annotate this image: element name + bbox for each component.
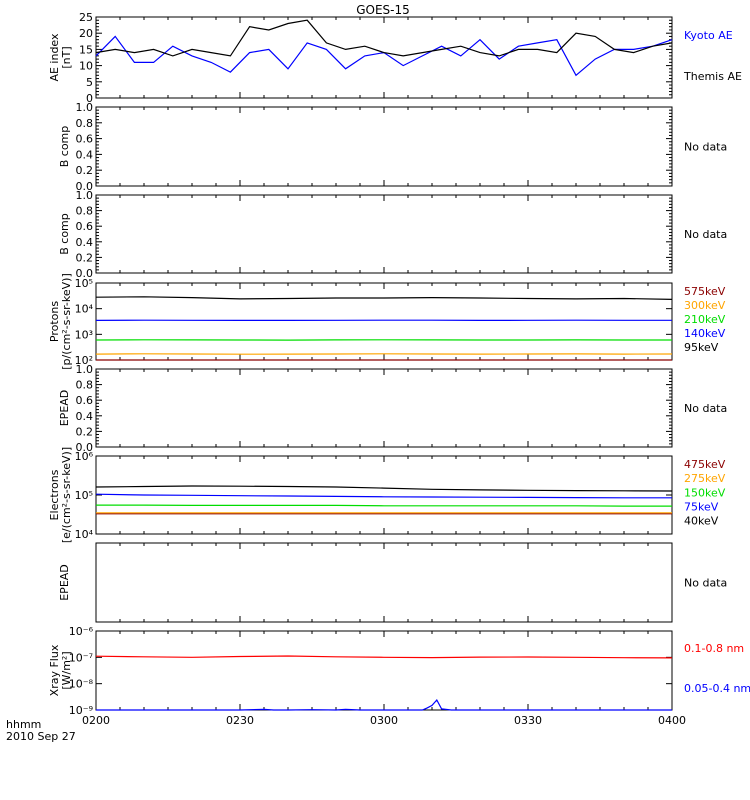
y-tick-label: 0.0 <box>76 441 94 454</box>
y-tick-label: 1.0 <box>76 101 94 114</box>
y-tick-label: 0.6 <box>76 394 94 407</box>
legend-entry: 0.1-0.8 nm <box>684 642 744 655</box>
x-tick-label: 0330 <box>514 714 542 727</box>
y-axis-label: EPEAD <box>58 390 71 427</box>
y-axis-label: [e/(cm²-s-sr-keV)] <box>60 447 73 543</box>
panel-electrons: 10⁴ 10⁵ 10⁶ Electrons [e/(cm²-s-sr-keV)] 475k… <box>48 447 726 543</box>
y-axis-label: [p/(cm²-s-sr-keV)] <box>60 273 73 370</box>
y-tick-label: 0.8 <box>76 117 94 130</box>
y-tick-label: 0.4 <box>76 148 94 161</box>
panel-protons: 10² 10³ 10⁴ 10⁵ Protons [p/(cm²-s-sr-keV)] 575… <box>48 273 726 370</box>
y-axis-label: [W/m²] <box>60 651 73 689</box>
y-axis-label: EPEAD <box>58 564 71 601</box>
no-data-note: No data <box>684 577 727 590</box>
plot-title: GOES-15 <box>356 3 410 17</box>
panel-bcomp1: 0.0 0.2 0.4 0.6 0.8 1.0 B comp No data <box>58 101 727 193</box>
y-tick-label: 10⁻⁸ <box>69 678 94 691</box>
series-line-150kev <box>96 504 672 507</box>
y-tick-label: 25 <box>79 11 93 24</box>
no-data-note: No data <box>684 228 727 241</box>
y-tick-label: 10⁵ <box>75 489 93 502</box>
y-tick-label: 10³ <box>75 328 93 341</box>
y-tick-label: 1.0 <box>76 363 94 376</box>
y-axis-label: Electrons <box>48 469 61 520</box>
time-axis: 0200 0230 0300 0330 0400 <box>82 714 686 727</box>
series-line-40kev <box>95 485 673 492</box>
y-tick-label: 0.8 <box>76 205 94 218</box>
series-line-0-1-0-8-nm <box>95 655 673 659</box>
no-data-note: No data <box>684 141 727 154</box>
legend-entry: 0.05-0.4 nm <box>684 682 750 695</box>
y-tick-label: 10⁴ <box>75 303 94 316</box>
y-axis-label: Xray Flux <box>48 644 61 696</box>
y-tick-label: 0.2 <box>76 164 94 177</box>
y-tick-label: 0.4 <box>76 410 94 423</box>
y-tick-label: 10⁻⁹ <box>69 704 93 717</box>
series-line-0-05-0-4-nm <box>96 698 672 711</box>
xaxis-label-hhmm: hhmm <box>6 718 41 731</box>
y-tick-label: 0.0 <box>76 267 94 280</box>
x-tick-label: 0200 <box>82 714 110 727</box>
series-line-themis-ae <box>95 19 673 57</box>
no-data-note: No data <box>684 402 727 415</box>
y-tick-label: 0.2 <box>76 251 94 264</box>
panel-frame <box>95 630 673 711</box>
panel-epead2: EPEAD No data <box>58 542 727 623</box>
x-tick-label: 0300 <box>370 714 398 727</box>
panel-epead1: 0.0 0.2 0.4 0.6 0.8 1.0 EPEAD No data <box>58 363 727 454</box>
legend-entry: 475keV <box>684 458 726 471</box>
y-tick-label: 0.4 <box>76 236 94 249</box>
legend-entry: 75keV <box>684 501 719 514</box>
y-tick-label: 0.0 <box>76 180 94 193</box>
panel-xray: 10⁻⁹ 10⁻⁸ 10⁻⁷ 10⁻⁶ Xray Flux [W/m²] 0.1-0.8 n… <box>48 625 750 717</box>
legend-entry: Kyoto AE <box>684 29 733 42</box>
panel-frame <box>95 16 673 99</box>
y-tick-label: 15 <box>79 43 93 56</box>
y-tick-label: 10⁵ <box>75 277 93 290</box>
panel-frame <box>95 368 673 448</box>
y-tick-label: 0 <box>86 92 93 105</box>
y-tick-label: 10⁻⁷ <box>69 651 93 664</box>
legend-entry: 40keV <box>684 515 719 528</box>
legend-entry: 210keV <box>684 313 726 326</box>
panel-frame <box>95 282 673 361</box>
panel-bcomp2: 0.0 0.2 0.4 0.6 0.8 1.0 B comp No data <box>58 189 727 280</box>
series-line-95kev <box>95 296 673 300</box>
legend-entry: 95keV <box>684 341 719 354</box>
y-tick-label: 10⁴ <box>75 528 94 541</box>
legend-entry: 140keV <box>684 327 726 340</box>
series-line-kyoto-ae <box>95 35 673 77</box>
legend-entry: Themis AE <box>683 70 742 83</box>
panel-frame <box>95 106 673 187</box>
y-tick-label: 5 <box>86 76 93 89</box>
y-tick-label: 0.8 <box>76 379 94 392</box>
y-tick-label: 0.6 <box>76 220 94 233</box>
panel-frame <box>95 194 673 274</box>
y-tick-label: 20 <box>79 27 93 40</box>
xaxis-label-date: 2010 Sep 27 <box>6 730 76 743</box>
x-tick-label: 0230 <box>226 714 254 727</box>
panel-ae: 0 5 10 15 20 25 AE index [nT] Kyoto AE Themis AE <box>48 11 742 105</box>
y-axis-label: [nT] <box>60 46 73 68</box>
y-tick-label: 0.2 <box>76 425 94 438</box>
y-tick-label: 10² <box>75 354 93 367</box>
legend-entry: 275keV <box>684 472 726 485</box>
y-tick-label: 10⁻⁶ <box>69 625 94 638</box>
y-tick-label: 10⁶ <box>75 450 94 463</box>
series-line-75kev <box>95 493 672 499</box>
y-axis-label: AE index <box>48 33 61 82</box>
legend-entry: 150keV <box>684 486 726 499</box>
y-tick-label: 1.0 <box>76 189 94 202</box>
y-tick-label: 10 <box>79 60 93 73</box>
legend-entry: 575keV <box>684 285 726 298</box>
y-axis-label: B comp <box>58 126 71 168</box>
panel-frame <box>95 542 673 623</box>
y-tick-label: 0.6 <box>76 133 94 146</box>
legend-entry: 300keV <box>684 299 726 312</box>
x-tick-label: 0400 <box>658 714 686 727</box>
y-axis-label: Protons <box>48 301 61 342</box>
y-axis-label: B comp <box>58 213 71 255</box>
